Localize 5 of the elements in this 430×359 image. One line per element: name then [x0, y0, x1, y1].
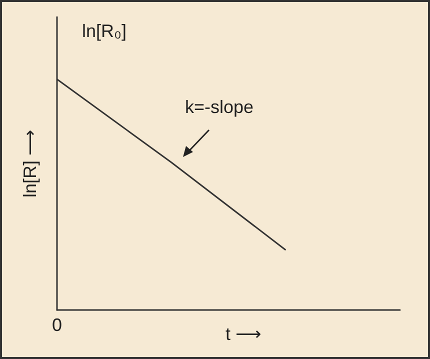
annotation: k=-slope — [185, 97, 254, 117]
text: ln[R₀] — [82, 21, 126, 41]
text: 0 — [52, 315, 62, 335]
x-axis-title: t ⟶ — [225, 324, 262, 344]
y-axis-title: ln[R] ⟶ — [20, 129, 40, 198]
